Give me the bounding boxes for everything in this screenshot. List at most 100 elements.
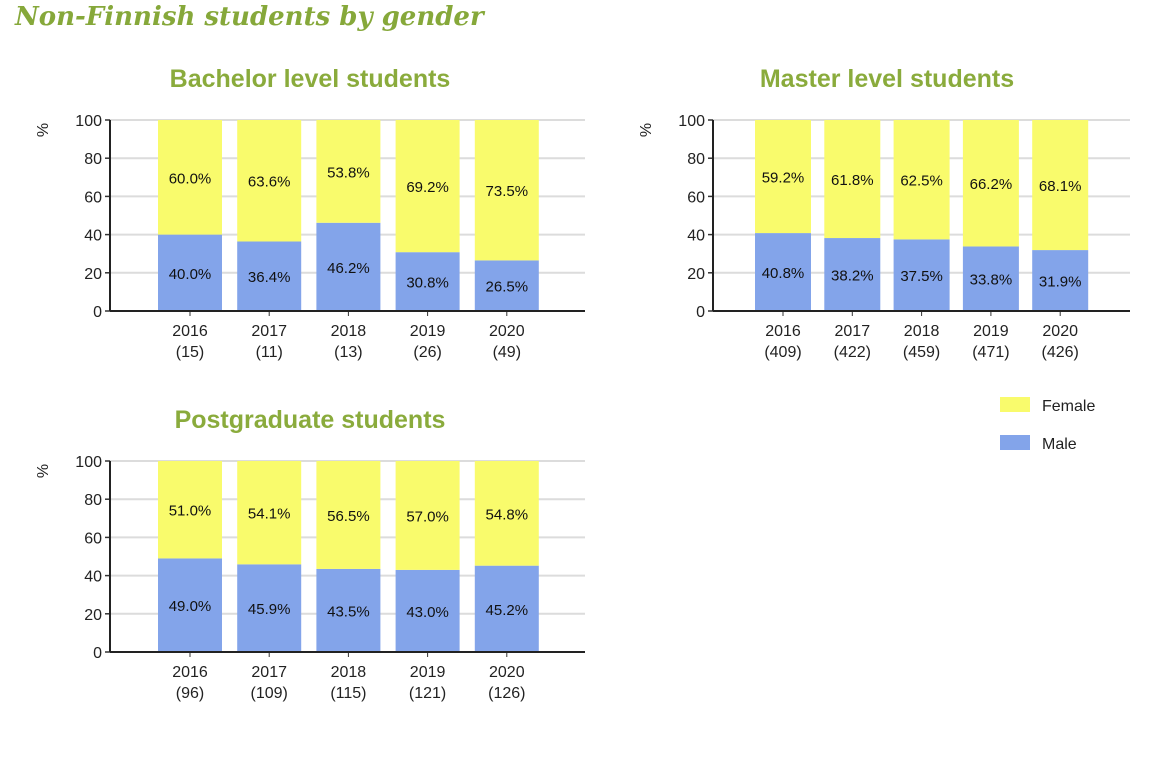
bar-female — [824, 120, 881, 239]
bar-male — [755, 233, 811, 311]
y-tick-label: 40 — [84, 228, 102, 245]
bar-male — [395, 252, 460, 311]
data-label-male: 31.9% — [1039, 274, 1082, 291]
x-count-label: (109) — [251, 685, 288, 702]
chart-2: Master level students% 0 20 40 60 80 100 40.8% 5… — [638, 65, 1130, 361]
y-tick-label: 60 — [687, 189, 705, 206]
data-label-female: 57.0% — [406, 508, 449, 525]
y-tick-label: 0 — [696, 304, 705, 321]
x-count-label: (459) — [903, 344, 940, 361]
bar-male — [474, 565, 539, 652]
data-label-female: 53.8% — [327, 164, 370, 181]
data-label-male: 43.0% — [406, 604, 449, 621]
x-count-label: (26) — [413, 344, 441, 361]
bar-female — [395, 461, 460, 570]
x-tick-label: 2020 — [489, 323, 525, 340]
y-axis-label: % — [35, 123, 52, 137]
legend-label-female: Female — [1042, 398, 1095, 415]
x-count-label: (115) — [330, 685, 366, 702]
y-tick-label: 100 — [678, 113, 705, 130]
y-tick-label: 40 — [84, 569, 102, 586]
data-label-female: 51.0% — [169, 503, 212, 520]
data-label-female: 61.8% — [831, 172, 874, 189]
y-tick-label: 100 — [75, 454, 102, 471]
bar-female — [237, 461, 302, 565]
y-tick-label: 80 — [84, 492, 102, 509]
x-tick-label: 2017 — [835, 323, 871, 340]
x-count-label: (11) — [256, 344, 283, 361]
bar-female — [158, 461, 222, 559]
data-label-male: 36.4% — [248, 269, 291, 286]
legend: Female Male — [1000, 397, 1095, 453]
x-count-label: (96) — [176, 685, 204, 702]
y-tick-label: 40 — [687, 228, 705, 245]
data-label-male: 46.2% — [327, 260, 370, 277]
bar-female — [237, 120, 302, 242]
data-label-female: 68.1% — [1039, 178, 1082, 195]
x-count-label: (49) — [493, 344, 521, 361]
x-count-label: (422) — [834, 344, 871, 361]
bar-female — [474, 461, 539, 566]
data-label-male: 37.5% — [900, 268, 943, 285]
bar-male — [316, 568, 381, 652]
y-axis-label: % — [35, 464, 52, 478]
data-label-male: 26.5% — [486, 279, 529, 296]
data-label-male: 33.8% — [970, 272, 1013, 289]
bar-male — [395, 569, 460, 652]
bar-male — [893, 239, 950, 311]
chart-title: Postgraduate students — [175, 406, 446, 434]
chart-title: Bachelor level students — [170, 65, 451, 93]
y-tick-label: 20 — [687, 266, 705, 283]
data-label-male: 45.2% — [486, 602, 529, 619]
y-tick-label: 80 — [84, 151, 102, 168]
x-tick-label: 2020 — [1042, 323, 1078, 340]
y-tick-label: 60 — [84, 530, 102, 547]
x-tick-label: 2016 — [172, 664, 208, 681]
bar-male — [237, 564, 302, 652]
bar-male — [158, 234, 222, 311]
data-label-male: 40.8% — [762, 265, 805, 282]
y-tick-label: 0 — [93, 304, 102, 321]
bar-female — [962, 120, 1019, 247]
y-tick-label: 100 — [75, 113, 102, 130]
x-tick-label: 2018 — [331, 664, 367, 681]
data-label-male: 45.9% — [248, 601, 291, 618]
legend-swatch-male — [1000, 435, 1030, 450]
data-label-female: 59.2% — [762, 170, 805, 187]
bar-female — [474, 120, 539, 261]
bar-female — [755, 120, 811, 234]
data-label-female: 62.5% — [900, 173, 943, 190]
y-tick-label: 60 — [84, 189, 102, 206]
bar-male — [962, 246, 1019, 311]
y-tick-label: 20 — [84, 266, 102, 283]
bar-male — [316, 222, 381, 311]
data-label-male: 49.0% — [169, 598, 212, 615]
x-tick-label: 2019 — [410, 323, 446, 340]
x-count-label: (471) — [972, 344, 1009, 361]
x-tick-label: 2017 — [251, 323, 287, 340]
x-tick-label: 2019 — [973, 323, 1009, 340]
x-count-label: (126) — [488, 685, 525, 702]
y-tick-label: 80 — [687, 151, 705, 168]
data-label-female: 56.5% — [327, 508, 370, 525]
bar-male — [158, 558, 222, 652]
page-title: Non-Finnish students by gender — [15, 2, 484, 32]
y-tick-label: 20 — [84, 607, 102, 624]
bar-female — [395, 120, 460, 253]
chart-1: Bachelor level students% 0 20 40 60 80 100 40.0… — [35, 65, 585, 361]
legend-swatch-female — [1000, 397, 1030, 412]
bar-female — [1032, 120, 1089, 251]
data-label-female: 63.6% — [248, 174, 291, 191]
x-count-label: (426) — [1042, 344, 1079, 361]
x-tick-label: 2019 — [410, 664, 446, 681]
data-label-female: 66.2% — [970, 176, 1013, 193]
bar-female — [316, 461, 381, 569]
data-label-male: 38.2% — [831, 268, 874, 285]
chart-3: Postgraduate students% 0 20 40 60 80 100 49.0% 5… — [35, 406, 585, 702]
data-label-female: 69.2% — [406, 179, 449, 196]
data-label-female: 54.8% — [486, 506, 529, 523]
x-tick-label: 2018 — [331, 323, 367, 340]
data-label-female: 54.1% — [248, 506, 291, 523]
chart-title: Master level students — [760, 65, 1014, 93]
